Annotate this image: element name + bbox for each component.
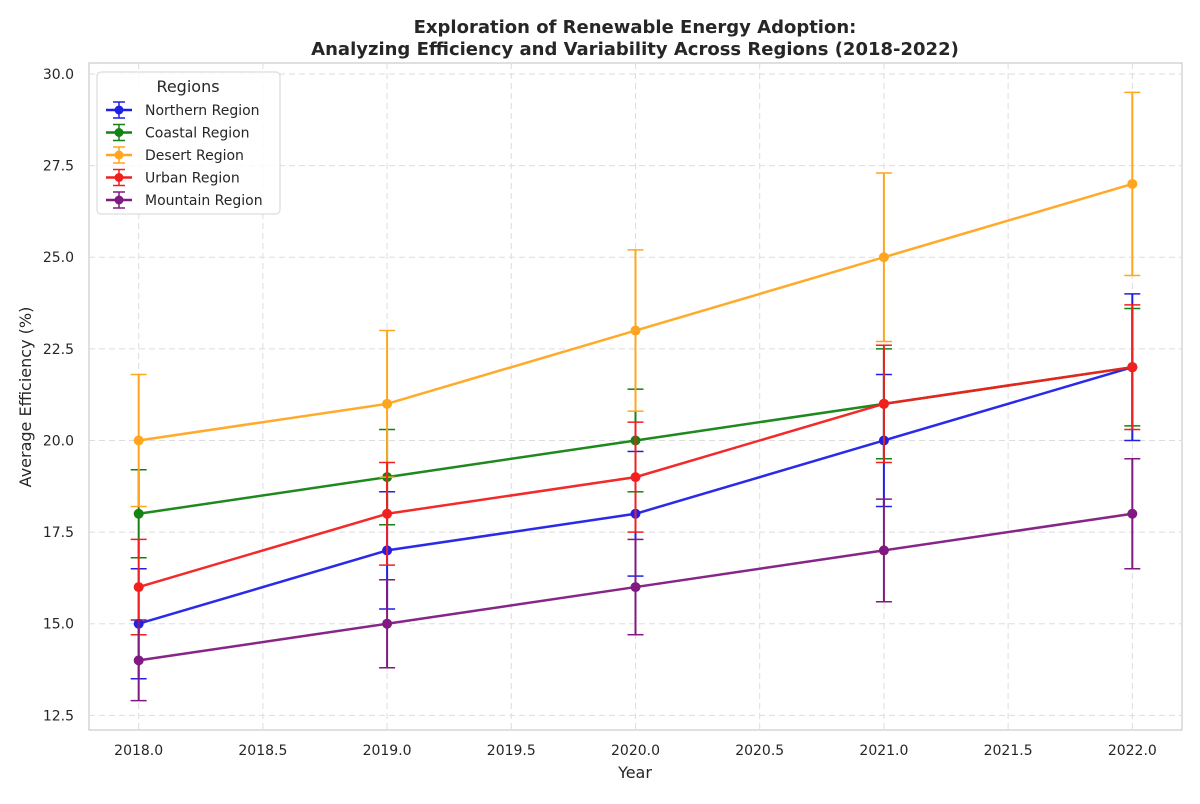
y-tick-label: 17.5	[43, 525, 74, 541]
x-axis-label: Year	[617, 763, 652, 782]
series	[130, 91, 1141, 702]
x-tick-label: 2018.0	[114, 743, 163, 759]
y-tick-label: 12.5	[43, 708, 74, 724]
series-desert-region	[130, 91, 1141, 508]
series-urban-region	[130, 304, 1141, 636]
data-point	[1127, 178, 1138, 189]
chart-title-line-2: Analyzing Efficiency and Variability Acr…	[311, 39, 959, 60]
x-tick-label: 2021.5	[984, 743, 1033, 759]
x-tick-label: 2019.5	[487, 743, 536, 759]
x-tick-label: 2018.5	[238, 743, 287, 759]
legend-title: Regions	[156, 77, 219, 96]
data-point	[1127, 508, 1138, 519]
data-point	[1127, 362, 1138, 373]
data-point	[133, 582, 144, 593]
data-point	[382, 618, 393, 629]
legend: Regions Northern Region Coastal Region Des…	[96, 71, 281, 215]
x-tick-label: 2019.0	[363, 743, 412, 759]
x-tick-label: 2020.0	[611, 743, 660, 759]
chart-title-line-1: Exploration of Renewable Energy Adoption…	[414, 17, 857, 38]
legend-swatch-marker	[114, 128, 124, 137]
y-tick-label: 30.0	[43, 67, 74, 83]
legend-label: Desert Region	[145, 148, 244, 164]
data-point	[133, 435, 144, 446]
legend-item: Urban Region	[106, 168, 240, 187]
y-tick-label: 20.0	[43, 433, 74, 449]
y-axis-label: Average Efficiency (%)	[16, 307, 35, 488]
y-tick-label: 27.5	[43, 159, 74, 175]
data-point	[878, 545, 889, 556]
series-mountain-region	[130, 458, 1141, 702]
data-point	[630, 472, 641, 483]
legend-item: Coastal Region	[106, 123, 250, 142]
legend-swatch-marker	[114, 195, 124, 205]
legend-item: Northern Region	[106, 101, 260, 119]
legend-item: Desert Region	[106, 146, 244, 164]
legend-box	[96, 71, 281, 215]
legend-label: Coastal Region	[145, 126, 250, 142]
x-tick-label: 2022.0	[1108, 743, 1157, 759]
y-tick-label: 22.5	[43, 342, 74, 358]
legend-swatch-marker	[114, 173, 124, 182]
x-tick-label: 2021.0	[859, 743, 908, 759]
legend-swatch-marker	[114, 150, 124, 160]
legend-items: Northern Region Coastal Region Desert Regi…	[106, 101, 263, 209]
legend-label: Mountain Region	[145, 193, 263, 209]
data-point	[878, 398, 889, 409]
data-point	[133, 508, 144, 519]
ticks: 2018.0 2018.5 2019.0 2019.5 2020.0 2020.5 2021…	[43, 67, 1157, 759]
legend-item: Mountain Region	[106, 191, 263, 209]
data-point	[630, 325, 641, 336]
x-tick-label: 2020.5	[735, 743, 784, 759]
y-tick-label: 15.0	[43, 617, 74, 633]
y-tick-label: 25.0	[43, 250, 74, 266]
data-point	[382, 508, 393, 519]
data-point	[630, 582, 641, 593]
legend-label: Northern Region	[145, 103, 260, 119]
data-point	[382, 398, 393, 409]
data-point	[133, 655, 144, 666]
data-point	[878, 252, 889, 263]
legend-swatch-marker	[114, 105, 124, 115]
legend-label: Urban Region	[145, 171, 240, 187]
